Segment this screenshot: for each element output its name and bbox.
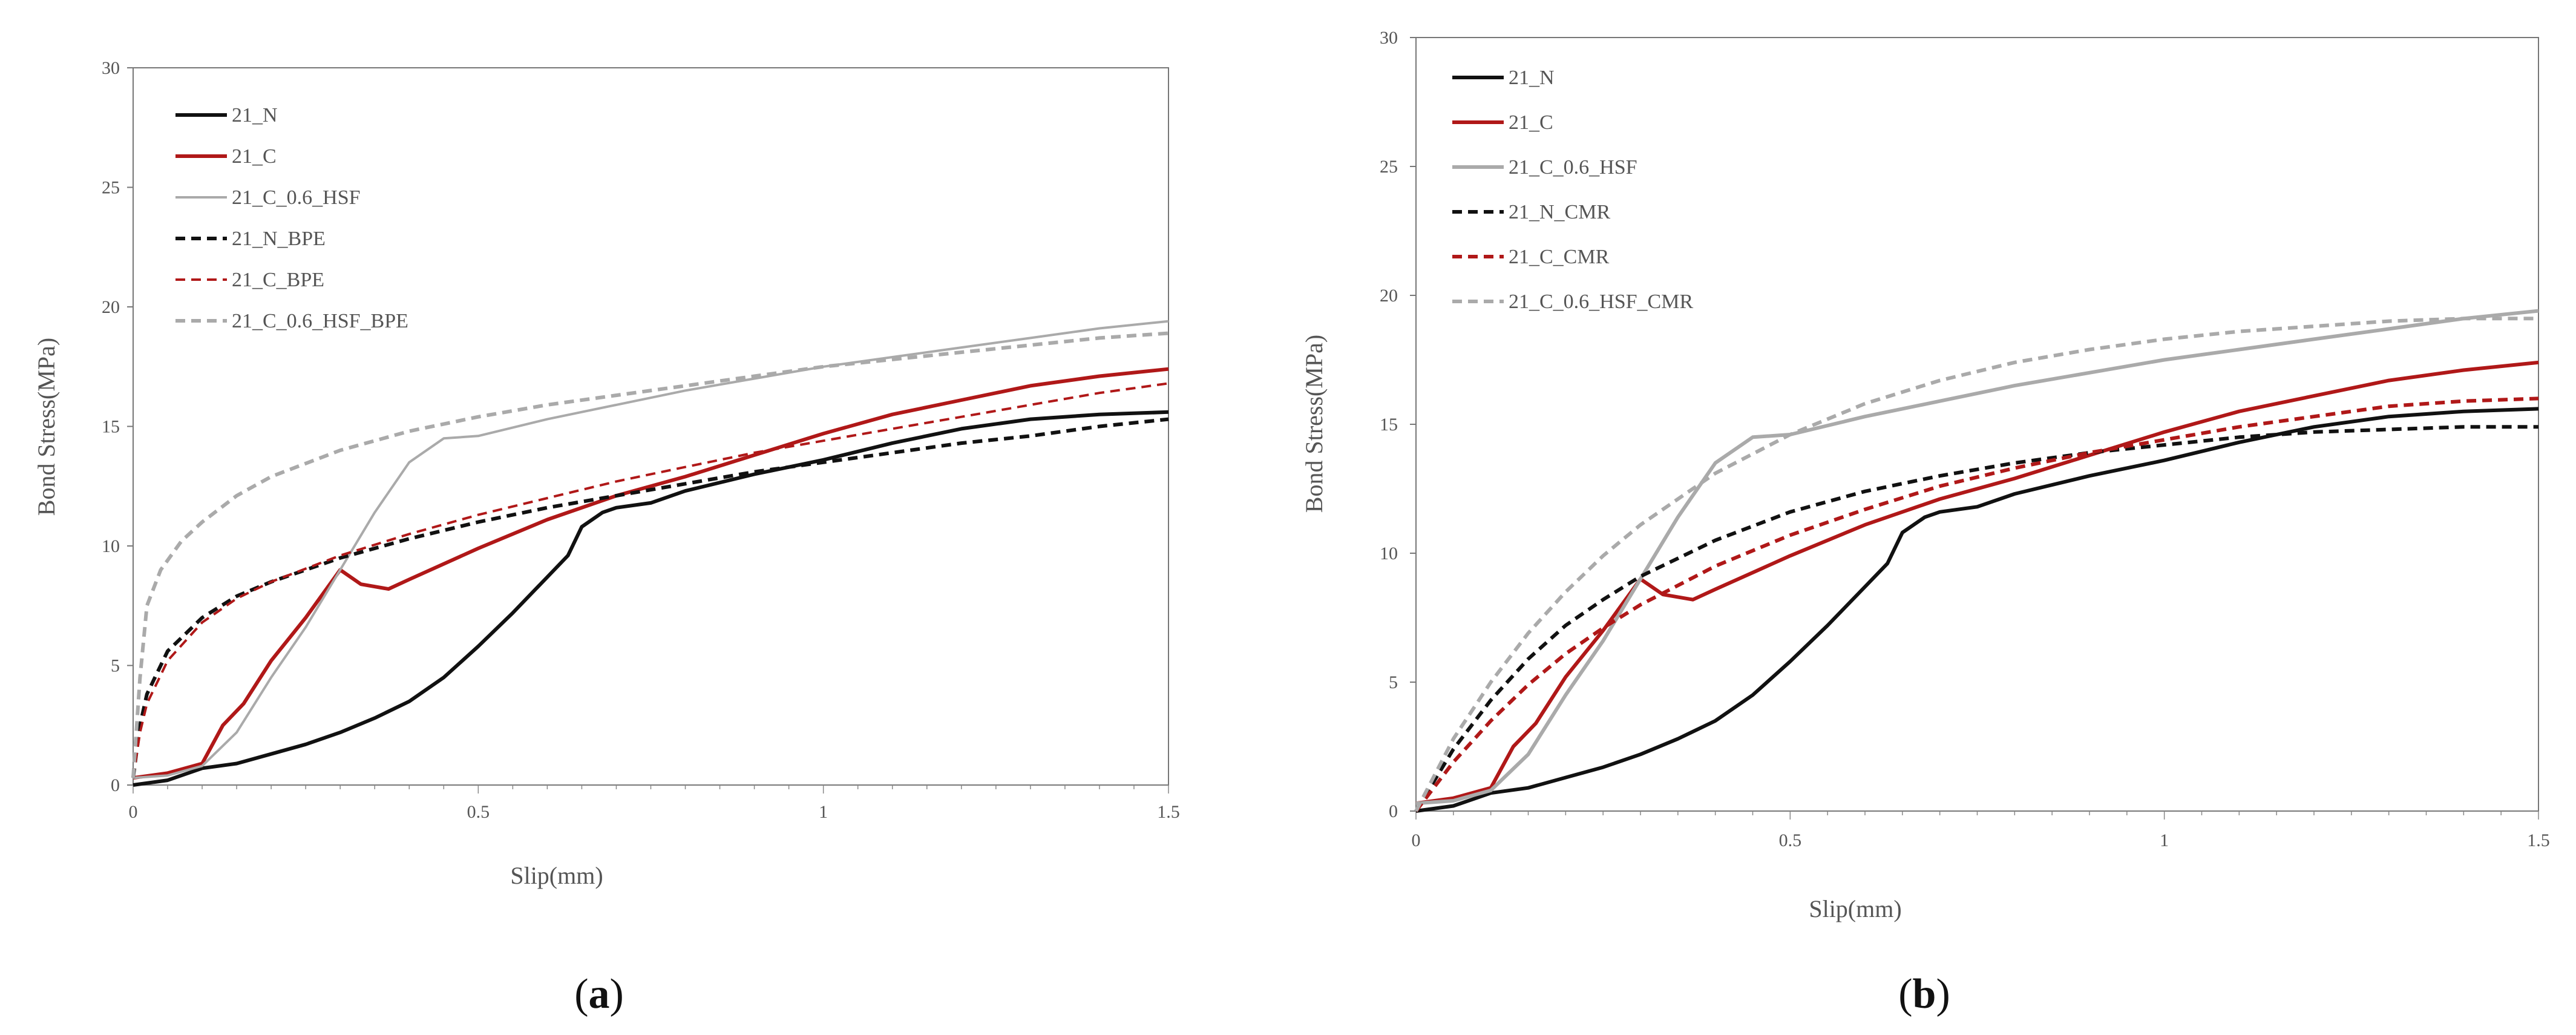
y-tick-label: 20	[1380, 286, 1398, 306]
panel-letter: a	[589, 971, 610, 1017]
y-tick-label: 0	[1389, 801, 1398, 821]
x-axis-title: Slip(mm)	[510, 862, 603, 889]
legend-label: 21_C_0.6_HSF_CMR	[1509, 291, 1693, 313]
panel-letter: b	[1913, 971, 1936, 1017]
series-layer	[1414, 309, 2539, 813]
x-axis: 0 0.5 1 1.5	[1412, 811, 2550, 850]
series-line-21-n	[133, 410, 1169, 787]
y-tick-label: 10	[1380, 544, 1398, 564]
y-axis: 0 5 10 15 20 25 30	[102, 58, 133, 795]
x-tick-label: 1.5	[1157, 802, 1180, 822]
legend-label: 21_N	[232, 104, 278, 126]
series-line-21-n	[1415, 407, 2539, 813]
y-axis-title: Bond Stress(MPa)	[1300, 335, 1328, 513]
legend-label: 21_C_0.6_HSF_BPE	[232, 310, 408, 332]
x-tick-label: 0	[1412, 830, 1421, 850]
y-axis: 0 5 10 15 20 25 30	[1380, 28, 1416, 821]
x-tick-label: 0	[129, 802, 138, 822]
x-tick-label: 1	[2160, 830, 2169, 850]
series-line-21-c-0-6-hsf-bpe	[131, 331, 1169, 778]
y-tick-label: 25	[1380, 157, 1398, 177]
legend: 21_N 21_C 21_C_0.6_HSF 21_N_BPE 21_C_BPE 21_C…	[175, 104, 408, 332]
y-tick-label: 20	[102, 297, 120, 317]
legend: 21_N 21_C 21_C_0.6_HSF 21_N_CMR 21_C_CMR 21_C…	[1452, 67, 1693, 313]
plot-area	[133, 67, 1169, 786]
x-tick-label: 1	[819, 802, 828, 822]
legend-label: 21_C	[232, 145, 277, 168]
chart-panel-b: 0 5 10 15 20 25 30 0 0.5 1 1.5 21_N 21_C 21_C_0.6_H…	[1300, 28, 2550, 1017]
x-tick-label: 1.5	[2527, 830, 2550, 850]
x-axis: 0 0.5 1 1.5	[129, 785, 1180, 822]
y-axis-title: Bond Stress(MPa)	[33, 338, 60, 516]
series-layer	[131, 320, 1169, 787]
x-tick-label: 0.5	[467, 802, 490, 822]
y-tick-label: 15	[102, 417, 120, 437]
y-tick-label: 10	[102, 536, 120, 556]
legend-label: 21_N_BPE	[232, 228, 326, 250]
series-line-21-c	[1415, 360, 2539, 806]
series-line-21-c-bpe	[132, 382, 1169, 778]
y-tick-label: 15	[1380, 415, 1398, 435]
series-line-21-c-0-6-hsf-cmr	[1414, 317, 2538, 812]
x-axis-title: Slip(mm)	[1809, 895, 1901, 922]
y-tick-label: 30	[102, 58, 120, 78]
x-tick-label: 0.5	[1779, 830, 1802, 850]
legend-label: 21_C_CMR	[1509, 246, 1610, 268]
legend-label: 21_C	[1509, 111, 1553, 134]
plot-area	[1415, 37, 2539, 812]
y-tick-label: 30	[1380, 28, 1398, 48]
legend-label: 21_N_CMR	[1509, 201, 1610, 223]
series-line-21-n-bpe	[131, 417, 1169, 778]
series-line-21-c-cmr	[1414, 396, 2539, 812]
series-line-21-c-0-6-hsf	[133, 320, 1169, 780]
series-line-21-c	[133, 367, 1169, 780]
y-tick-label: 0	[111, 775, 120, 795]
series-line-21-n-cmr	[1414, 425, 2538, 812]
legend-label: 21_C_0.6_HSF	[1509, 156, 1637, 179]
y-tick-label: 5	[111, 656, 120, 676]
panel-caption: (a)	[574, 971, 624, 1017]
legend-label: 21_N	[1509, 67, 1555, 89]
chart-panel-a: 0 5 10 15 20 25 30 0 0.5 1 1.5 21_N 21_C 21_C_0.6_H…	[33, 58, 1180, 1017]
panel-caption: (b)	[1898, 971, 1950, 1017]
y-tick-label: 25	[102, 178, 120, 198]
legend-label: 21_C_BPE	[232, 269, 324, 291]
y-tick-label: 5	[1389, 672, 1398, 692]
legend-label: 21_C_0.6_HSF	[232, 186, 361, 209]
